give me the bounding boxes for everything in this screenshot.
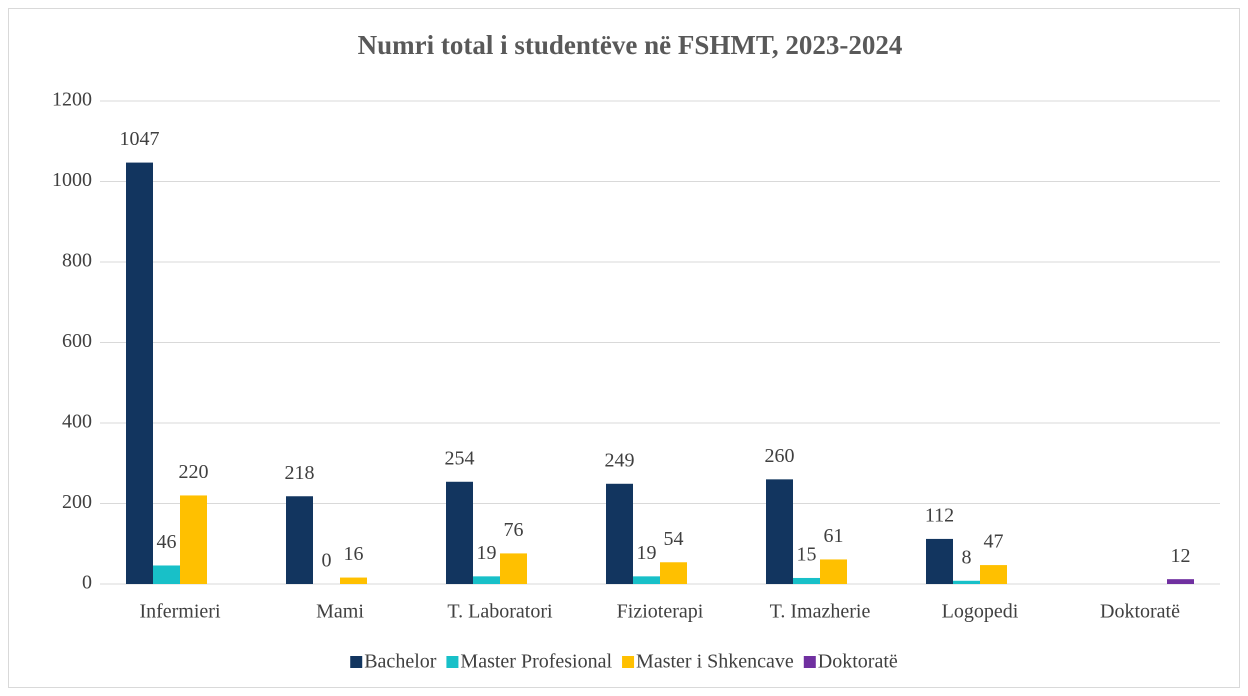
legend-swatch [350,656,363,668]
y-tick-label: 600 [62,330,92,352]
x-tick-label: T. Imazherie [770,601,871,623]
legend-swatch [622,656,635,668]
bar [500,553,527,584]
y-tick-label: 1200 [52,89,92,111]
bar [766,479,793,584]
bar [180,495,207,584]
legend-swatch [803,656,816,668]
data-label: 15 [797,544,817,566]
data-label: 19 [477,542,497,564]
y-tick-label: 1000 [52,169,92,191]
data-label: 54 [664,528,684,550]
data-label: 47 [984,531,1004,553]
y-tick-label: 200 [62,491,92,513]
bar [153,565,180,584]
data-label: 249 [605,449,635,471]
bar [286,496,313,584]
bar [926,538,953,584]
bar [473,576,500,584]
legend-label: Master Profesional [460,651,612,673]
data-label: 16 [344,543,364,565]
y-tick-label: 800 [62,250,92,272]
x-tick-label: Infermieri [139,601,221,623]
data-label: 61 [824,525,844,547]
data-label: 8 [962,546,972,568]
data-label: 1047 [120,128,160,150]
chart-border [8,8,1240,688]
data-label: 254 [445,447,475,469]
bar [820,559,847,584]
legend-label: Bachelor [364,651,437,673]
legend-label: Doktoratë [818,651,898,673]
y-tick-label: 0 [82,572,92,594]
bar [953,580,980,584]
bar [446,481,473,584]
data-label: 260 [765,445,795,467]
x-tick-label: Mami [316,601,364,623]
chart-title: Numri total i studentëve në FSHMT, 2023-… [358,30,903,60]
data-label: 76 [504,519,524,541]
x-tick-label: T. Laboratori [447,601,553,623]
x-tick-label: Logopedi [942,601,1019,623]
data-label: 218 [285,462,315,484]
legend-swatch [446,656,459,668]
bar [1167,579,1194,584]
legend-label: Master i Shkencave [636,651,794,673]
x-tick-label: Fizioterapi [617,601,704,623]
bar [660,562,687,584]
data-label: 19 [637,542,657,564]
bar [340,577,367,584]
bar [606,483,633,584]
x-tick-label: Doktoratë [1100,601,1180,623]
data-label: 112 [925,505,954,527]
bar [793,577,820,584]
data-label: 0 [322,550,332,572]
bar [980,565,1007,584]
bar [126,162,153,584]
y-tick-label: 400 [62,411,92,433]
data-label: 12 [1171,545,1191,567]
bar [633,576,660,584]
data-label: 220 [179,461,209,483]
data-label: 46 [157,531,177,553]
